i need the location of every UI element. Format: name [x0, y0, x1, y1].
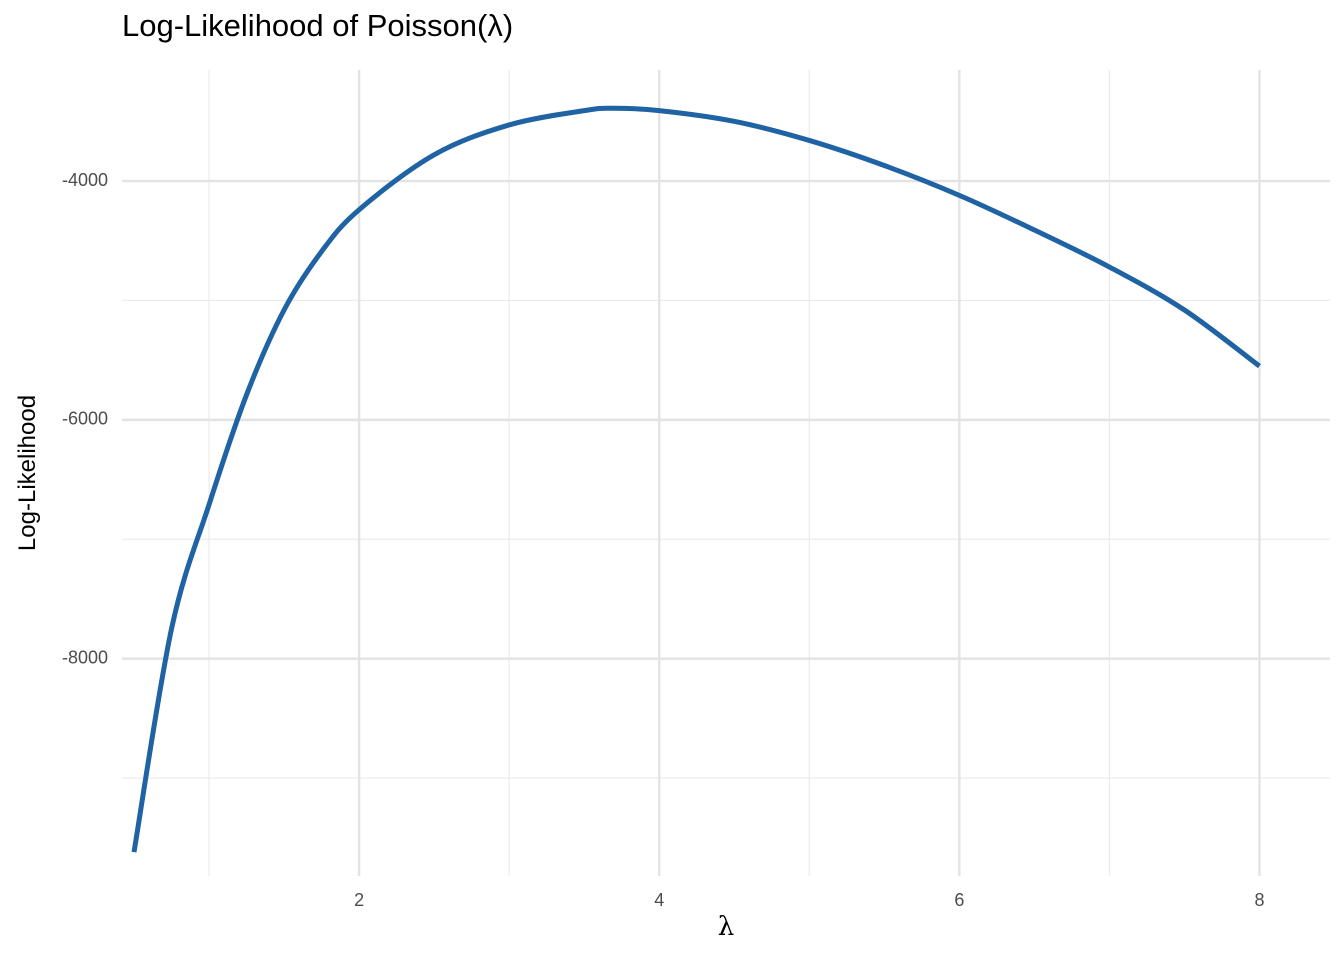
x-tick-label: 2: [354, 890, 364, 910]
y-tick-label: -4000: [62, 170, 108, 190]
x-axis-label: λ: [717, 912, 735, 942]
x-tick-label: 6: [954, 890, 964, 910]
x-tick-label: 8: [1254, 890, 1264, 910]
y-tick-label: -8000: [62, 647, 108, 667]
log-likelihood-line: [131, 105, 1261, 853]
y-tick-label: -6000: [62, 409, 108, 429]
chart-title: Log-Likelihood of Poisson(λ): [122, 8, 514, 43]
x-tick-label: 4: [654, 890, 664, 910]
